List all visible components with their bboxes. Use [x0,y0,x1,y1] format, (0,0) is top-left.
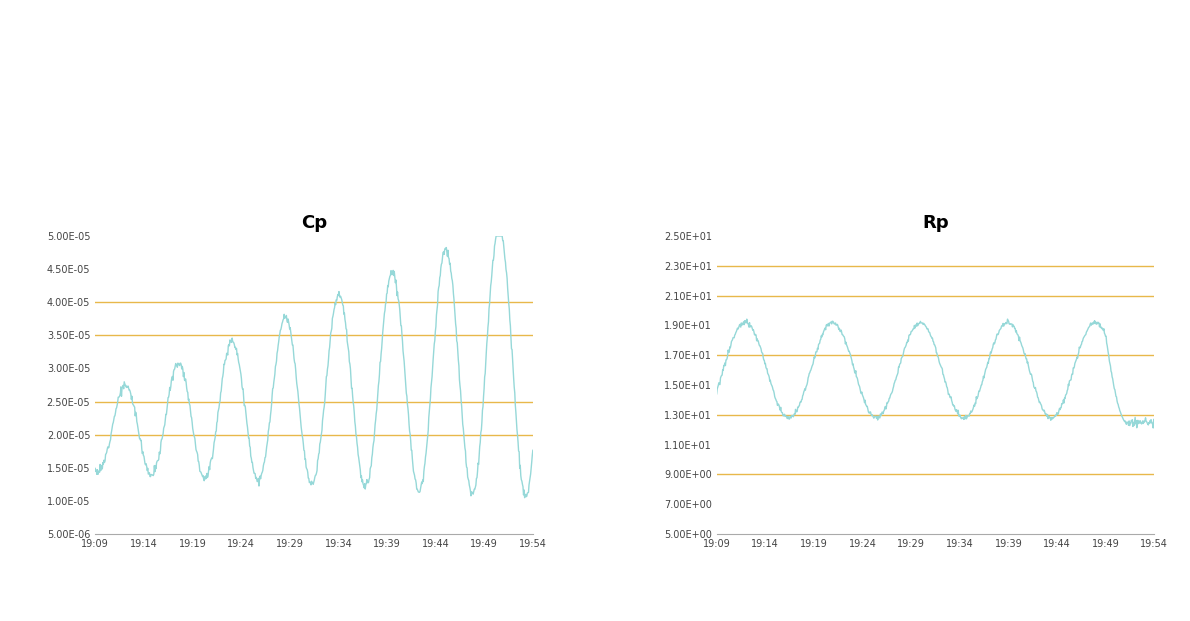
Title: Rp: Rp [922,214,948,232]
Title: Cp: Cp [301,214,327,232]
